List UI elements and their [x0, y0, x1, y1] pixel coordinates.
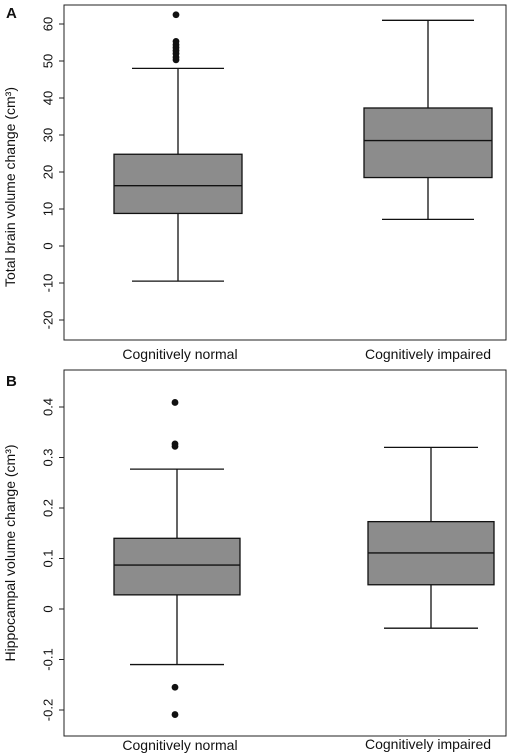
panel-a-category-label-normal: Cognitively normal [122, 346, 237, 362]
panel-b-y-tick-label: 0.2 [40, 499, 55, 517]
panel-b-y-tick-label: -0.1 [40, 648, 55, 670]
panel-a-y-tick-label: 60 [40, 17, 55, 31]
panel-b-boxes [113, 399, 495, 718]
panel-b-y-tick-label: -0.2 [40, 699, 55, 721]
panel-a: A Total brain volume change (cm³) -20 -10… [2, 4, 507, 362]
panel-a-y-tick-label: -10 [40, 274, 55, 293]
panel-a-y-ticks: -20 -10 0 10 20 30 40 50 60 [40, 17, 64, 330]
outlier-point [172, 37, 180, 45]
panel-b: B Hippocampal volume change (cm³) -0.2-0… [2, 369, 507, 753]
panel-a-box-impaired [363, 19, 493, 221]
panel-a-label: A [6, 5, 17, 22]
panel-b-y-tick-label: 0.1 [40, 549, 55, 567]
panel-b-y-tick-label: 0 [40, 605, 55, 612]
panel-b-category-label-normal: Cognitively normal [122, 737, 237, 753]
panel-b-box-normal [113, 399, 241, 718]
panel-a-y-tick-label: 20 [40, 165, 55, 179]
panel-b-y-axis-label: Hippocampal volume change (cm³) [2, 444, 18, 661]
outlier-point [171, 683, 179, 691]
outlier-point [171, 442, 179, 450]
panel-a-y-tick-label: 10 [40, 202, 55, 216]
iqr-box [363, 107, 493, 179]
panel-b-y-tick-label: 0.4 [40, 398, 55, 416]
panel-a-category-label-impaired: Cognitively impaired [365, 346, 491, 362]
panel-b-plot-frame [63, 369, 507, 737]
outlier-point [172, 11, 180, 19]
outlier-point [171, 711, 179, 718]
panel-b-category-label-impaired: Cognitively impaired [365, 736, 491, 752]
panel-a-y-tick-label: 40 [40, 91, 55, 105]
outlier-point [171, 399, 179, 406]
panel-a-y-axis-label: Total brain volume change (cm³) [2, 87, 18, 287]
panel-b-y-ticks: -0.2 -0.1 0 0.1 0.2 0.3 0.4 [40, 398, 64, 721]
panel-b-y-tick-label: 0.3 [40, 448, 55, 466]
panel-a-y-tick-label: -20 [40, 311, 55, 330]
panel-a-y-tick-label: 30 [40, 128, 55, 142]
iqr-box [113, 537, 241, 596]
panel-b-label: B [6, 373, 17, 390]
panel-a-y-tick-label: 0 [40, 242, 55, 249]
panel-a-y-tick-label: 50 [40, 54, 55, 68]
panel-b-box-impaired [367, 446, 495, 629]
panel-a-box-normal [113, 11, 243, 282]
iqr-box [113, 153, 243, 215]
panel-a-boxes [113, 11, 493, 282]
